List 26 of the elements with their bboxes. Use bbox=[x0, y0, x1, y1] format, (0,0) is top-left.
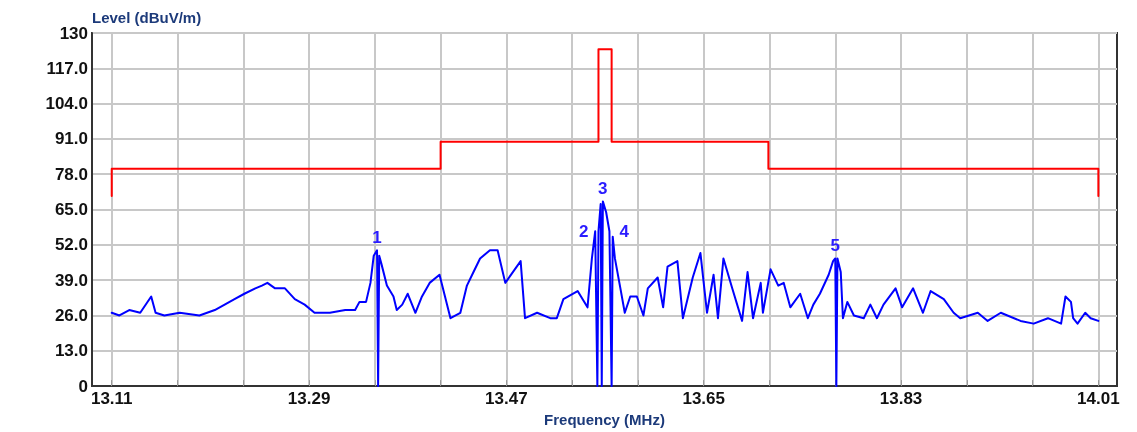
y-tick-label: 78.0 bbox=[54, 164, 88, 184]
x-tick-label: 13.29 bbox=[287, 389, 331, 409]
x-tick-label: 13.83 bbox=[879, 389, 923, 409]
x-tick-label: 13.11 bbox=[90, 389, 133, 409]
x-tick-label: 13.47 bbox=[485, 389, 528, 409]
y-tick-label: 26.0 bbox=[54, 305, 88, 325]
annotation: 5 bbox=[830, 236, 840, 256]
line-series bbox=[110, 48, 1100, 197]
y-tick-label: 52.0 bbox=[54, 235, 88, 255]
y-tick-label: 39.0 bbox=[54, 270, 88, 290]
x-tick-label: 14.01 bbox=[1077, 389, 1120, 409]
x-axis-title: Frequency (MHz) bbox=[544, 411, 665, 428]
y-tick-label: 104.0 bbox=[45, 94, 88, 114]
annotation: 4 bbox=[619, 221, 630, 241]
annotation: 2 bbox=[579, 221, 589, 241]
y-tick-label: 117.0 bbox=[46, 58, 88, 78]
y-tick-label: 65.0 bbox=[54, 200, 88, 220]
line-series bbox=[110, 200, 1100, 388]
y-tick-label: 0 bbox=[78, 376, 88, 396]
y-tick-label: 91.0 bbox=[54, 129, 88, 149]
y-axis-title: Level (dBuV/m) bbox=[92, 8, 202, 26]
x-tick-label: 13.65 bbox=[682, 389, 725, 409]
annotation: 1 bbox=[372, 228, 382, 248]
y-tick-label: 130 bbox=[59, 23, 88, 43]
y-tick-label: 13.0 bbox=[54, 341, 88, 361]
annotation: 3 bbox=[598, 179, 608, 199]
